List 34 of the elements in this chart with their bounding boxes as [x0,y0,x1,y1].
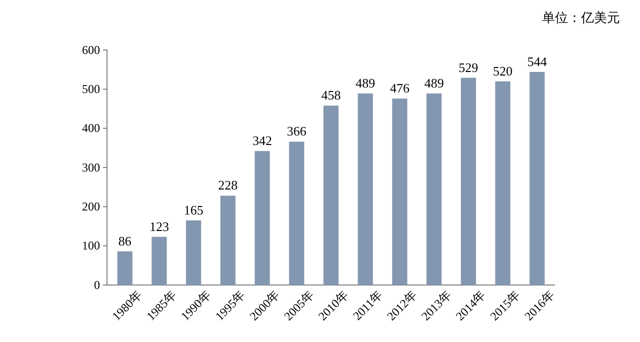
y-tick-label: 400 [82,121,100,136]
y-tick-label: 200 [82,200,100,214]
y-tick-label: 100 [82,238,100,253]
bar [254,151,270,285]
data-label: 165 [184,202,204,218]
data-label: 342 [252,133,272,148]
bar [392,98,408,285]
data-label: 366 [286,124,307,139]
y-tick-label: 500 [82,82,100,96]
bar [289,142,304,285]
data-label: 520 [493,63,513,78]
data-label: 458 [321,88,341,103]
data-label: 489 [356,75,376,90]
data-label: 228 [218,178,238,193]
bar [530,72,545,285]
bar [358,93,373,285]
bar [117,251,132,285]
bar [323,106,339,285]
data-label: 529 [458,60,478,75]
y-tick-label: 300 [82,160,100,174]
text: 单位：亿美元 [542,10,620,26]
data-label: 123 [149,218,169,234]
bar [152,236,167,285]
bar [426,93,442,285]
bar [186,220,202,285]
bar [495,81,510,285]
y-tick-label: 0 [94,278,100,292]
data-label: 476 [390,80,410,96]
y-tick-label: 600 [82,42,100,57]
data-label: 544 [527,54,548,69]
bar [460,78,476,285]
data-label: 489 [424,75,444,90]
bar [220,196,236,285]
data-label: 86 [118,233,132,248]
